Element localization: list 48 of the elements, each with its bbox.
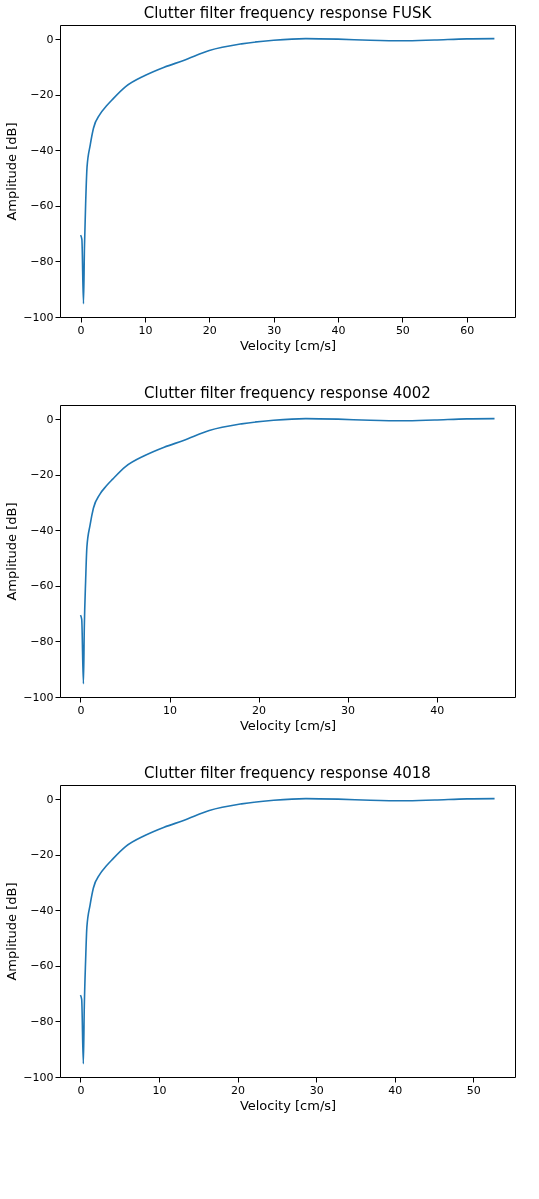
y-tick-label: −60 (30, 579, 54, 593)
x-tick-label: 0 (77, 323, 85, 337)
y-axis-title: Amplitude [dB] (4, 882, 20, 981)
x-tick-label: 30 (309, 1083, 324, 1097)
x-tick-label: 50 (395, 323, 410, 337)
x-tick-label: 20 (202, 323, 217, 337)
x-tick-label: 10 (138, 323, 153, 337)
chart-title: Clutter filter frequency response FUSK (143, 4, 433, 22)
y-tick-label: −80 (30, 634, 54, 648)
line-series (79, 417, 496, 685)
chart-title: Clutter filter frequency response 4018 (144, 764, 431, 782)
x-tick-label: 40 (388, 1083, 403, 1097)
line-series (79, 797, 496, 1065)
y-tick-label: −100 (23, 1070, 54, 1084)
y-tick-label: −100 (23, 690, 54, 704)
y-tick-label: −40 (30, 143, 54, 157)
y-tick-label: −60 (30, 199, 54, 213)
y-tick-label: 0 (46, 32, 54, 46)
x-tick-label: 40 (430, 703, 445, 717)
x-tick-label: 20 (231, 1083, 246, 1097)
y-tick-label: −60 (30, 959, 54, 973)
line-series (79, 37, 496, 305)
x-axis-title: Velocity [cm/s] (239, 337, 337, 353)
y-axis-title: Amplitude [dB] (4, 502, 20, 601)
y-tick-label: 0 (46, 792, 54, 806)
x-tick-label: 0 (77, 703, 85, 717)
x-axis-title: Velocity [cm/s] (239, 1097, 337, 1113)
x-tick-label: 30 (267, 323, 282, 337)
y-tick-label: −80 (30, 1014, 54, 1028)
x-tick-label: 30 (341, 703, 356, 717)
y-tick-label: −20 (30, 88, 54, 102)
x-tick-label: 10 (163, 703, 178, 717)
x-tick-label: 60 (460, 323, 475, 337)
y-tick-label: −100 (23, 310, 54, 324)
y-tick-label: −40 (30, 903, 54, 917)
chart-title: Clutter filter frequency response 4002 (144, 384, 431, 402)
y-tick-label: −20 (30, 848, 54, 862)
x-tick-label: 10 (152, 1083, 167, 1097)
x-tick-label: 20 (252, 703, 267, 717)
y-tick-label: −80 (30, 254, 54, 268)
y-tick-label: 0 (46, 412, 54, 426)
x-tick-label: 50 (466, 1083, 481, 1097)
x-tick-label: 40 (331, 323, 346, 337)
y-tick-label: −20 (30, 468, 54, 482)
y-axis-title: Amplitude [dB] (4, 122, 20, 221)
y-tick-label: −40 (30, 523, 54, 537)
x-axis-title: Velocity [cm/s] (239, 717, 337, 733)
x-tick-label: 0 (77, 1083, 85, 1097)
